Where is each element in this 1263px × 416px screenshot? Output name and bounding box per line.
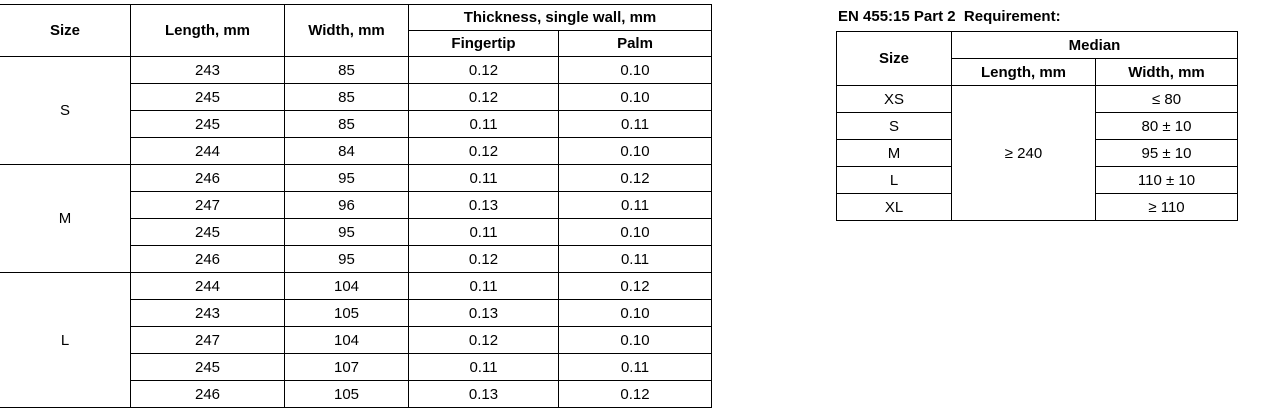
fingertip-cell: 0.12 bbox=[408, 56, 559, 84]
palm-cell: 0.12 bbox=[558, 272, 712, 300]
table-row: 245 85 0.12 0.10 bbox=[0, 83, 712, 111]
req-width-cell: ≤ 80 bbox=[1095, 85, 1238, 113]
width-cell: 107 bbox=[284, 353, 409, 381]
palm-cell: 0.12 bbox=[558, 380, 712, 408]
header-width: Width, mm bbox=[284, 4, 409, 57]
fingertip-cell: 0.11 bbox=[408, 353, 559, 381]
measurement-rows: S 243 85 0.12 0.10 245 85 0.12 0.10 245 85 0.11 0.11… bbox=[0, 56, 712, 408]
table-row: L 244 104 0.11 0.12 bbox=[0, 272, 712, 408]
length-cell: 246 bbox=[130, 164, 285, 192]
table-row: XS ≥ 240 ≤ 80 bbox=[836, 85, 1238, 221]
length-cell: 244 bbox=[130, 137, 285, 165]
width-cell: 95 bbox=[284, 164, 409, 192]
header-palm: Palm bbox=[558, 30, 712, 57]
width-cell: 104 bbox=[284, 272, 409, 300]
table-row: 245 95 0.11 0.10 bbox=[0, 218, 712, 246]
req-header-width: Width, mm bbox=[1095, 58, 1238, 86]
fingertip-cell: 0.13 bbox=[408, 299, 559, 327]
req-width-cell: 110 ± 10 bbox=[1095, 166, 1238, 194]
table-row: M 95 ± 10 bbox=[836, 139, 1238, 167]
table-row: XL ≥ 110 bbox=[836, 193, 1238, 221]
length-cell: 243 bbox=[130, 299, 285, 327]
table-row: 244 84 0.12 0.10 bbox=[0, 137, 712, 165]
fingertip-cell: 0.11 bbox=[408, 110, 559, 138]
palm-cell: 0.10 bbox=[558, 137, 712, 165]
header-thickness: Thickness, single wall, mm bbox=[408, 4, 712, 31]
header-fingertip: Fingertip bbox=[408, 30, 559, 57]
fingertip-cell: 0.11 bbox=[408, 272, 559, 300]
fingertip-cell: 0.11 bbox=[408, 164, 559, 192]
table-row: L 110 ± 10 bbox=[836, 166, 1238, 194]
fingertip-cell: 0.11 bbox=[408, 218, 559, 246]
req-length-cell: ≥ 240 bbox=[951, 85, 1096, 221]
length-cell: 245 bbox=[130, 110, 285, 138]
width-cell: 95 bbox=[284, 218, 409, 246]
palm-cell: 0.10 bbox=[558, 218, 712, 246]
palm-cell: 0.10 bbox=[558, 299, 712, 327]
fingertip-cell: 0.12 bbox=[408, 83, 559, 111]
fingertip-cell: 0.12 bbox=[408, 326, 559, 354]
req-header-length: Length, mm bbox=[951, 58, 1096, 86]
width-cell: 105 bbox=[284, 380, 409, 408]
width-cell: 105 bbox=[284, 299, 409, 327]
width-cell: 85 bbox=[284, 56, 409, 84]
size-cell: L bbox=[0, 272, 131, 408]
req-size-cell: XS bbox=[836, 85, 952, 113]
header-size: Size bbox=[0, 4, 131, 57]
length-cell: 247 bbox=[130, 326, 285, 354]
width-cell: 85 bbox=[284, 83, 409, 111]
length-cell: 246 bbox=[130, 245, 285, 273]
req-width-cell: 95 ± 10 bbox=[1095, 139, 1238, 167]
req-header-size: Size bbox=[836, 31, 952, 86]
header-length: Length, mm bbox=[130, 4, 285, 57]
table-row: S 80 ± 10 bbox=[836, 112, 1238, 140]
req-size-cell: XL bbox=[836, 193, 952, 221]
palm-cell: 0.11 bbox=[558, 353, 712, 381]
size-cell: M bbox=[0, 164, 131, 273]
width-cell: 95 bbox=[284, 245, 409, 273]
width-cell: 96 bbox=[284, 191, 409, 219]
length-cell: 244 bbox=[130, 272, 285, 300]
palm-cell: 0.11 bbox=[558, 245, 712, 273]
table-row: 243 105 0.13 0.10 bbox=[0, 299, 712, 327]
table-row: 246 95 0.12 0.11 bbox=[0, 245, 712, 273]
width-cell: 104 bbox=[284, 326, 409, 354]
length-cell: 245 bbox=[130, 83, 285, 111]
palm-cell: 0.10 bbox=[558, 83, 712, 111]
palm-cell: 0.12 bbox=[558, 164, 712, 192]
palm-cell: 0.10 bbox=[558, 326, 712, 354]
req-size-cell: M bbox=[836, 139, 952, 167]
palm-cell: 0.11 bbox=[558, 110, 712, 138]
length-cell: 247 bbox=[130, 191, 285, 219]
length-cell: 245 bbox=[130, 353, 285, 381]
width-cell: 85 bbox=[284, 110, 409, 138]
width-cell: 84 bbox=[284, 137, 409, 165]
table-row: 246 105 0.13 0.12 bbox=[0, 380, 712, 408]
req-header-median: Median bbox=[951, 31, 1238, 59]
req-width-cell: ≥ 110 bbox=[1095, 193, 1238, 221]
measurement-table: Size Length, mm Width, mm Thickness, sin… bbox=[0, 4, 712, 408]
table-row: 247 96 0.13 0.11 bbox=[0, 191, 712, 219]
table-row: 247 104 0.12 0.10 bbox=[0, 326, 712, 354]
fingertip-cell: 0.13 bbox=[408, 380, 559, 408]
size-cell: S bbox=[0, 56, 131, 165]
req-size-cell: L bbox=[836, 166, 952, 194]
palm-cell: 0.11 bbox=[558, 191, 712, 219]
fingertip-cell: 0.13 bbox=[408, 191, 559, 219]
table-row: M 246 95 0.11 0.12 bbox=[0, 164, 712, 273]
palm-cell: 0.10 bbox=[558, 56, 712, 84]
req-size-cell: S bbox=[836, 112, 952, 140]
length-cell: 246 bbox=[130, 380, 285, 408]
fingertip-cell: 0.12 bbox=[408, 137, 559, 165]
requirement-rows: XS ≥ 240 ≤ 80 S 80 ± 10 M 95 ± 10 L 110 ± 10 XL ≥ … bbox=[836, 85, 1238, 221]
length-cell: 245 bbox=[130, 218, 285, 246]
length-cell: 243 bbox=[130, 56, 285, 84]
requirement-caption: EN 455:15 Part 2 Requirement: bbox=[838, 8, 1061, 25]
table-row: S 243 85 0.12 0.10 bbox=[0, 56, 712, 165]
table-row: 245 85 0.11 0.11 bbox=[0, 110, 712, 138]
requirement-table: Size Median Length, mm Width, mm XS ≥ 240… bbox=[836, 31, 1238, 221]
fingertip-cell: 0.12 bbox=[408, 245, 559, 273]
req-width-cell: 80 ± 10 bbox=[1095, 112, 1238, 140]
